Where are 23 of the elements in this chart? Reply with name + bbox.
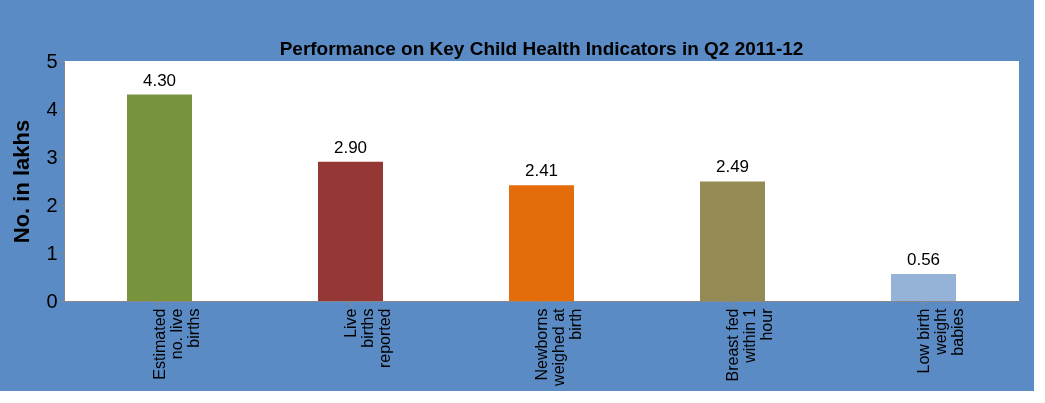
chart-title: Performance on Key Child Health Indicators in Q2 2011-12 (279, 38, 804, 59)
x-tick-label: Low birth weight babies (914, 307, 966, 374)
y-axis-title: No. in lakhs (9, 119, 35, 244)
y-tick-label: 1 (46, 241, 58, 264)
bar (700, 181, 765, 301)
data-label: 2.49 (715, 157, 750, 177)
x-tick-label: Breast fed within 1 hour (723, 307, 775, 382)
y-tick-label: 3 (46, 145, 58, 168)
data-label: 0.56 (906, 250, 941, 270)
bar (127, 94, 192, 301)
bar (509, 185, 574, 301)
y-tick-label: 5 (46, 49, 58, 72)
data-label: 2.90 (333, 137, 368, 157)
bar (891, 274, 956, 301)
y-tick-label: 0 (46, 289, 58, 312)
x-tick-label: Estimated no. live births (150, 308, 202, 380)
x-tick-label: Newborns weighed at birth (532, 307, 584, 387)
data-label: 2.41 (524, 161, 559, 181)
y-tick-label: 2 (46, 193, 58, 216)
x-tick-label: Live births reported (341, 308, 393, 369)
bar (318, 161, 383, 301)
data-label: 4.30 (142, 70, 177, 90)
y-tick-label: 4 (46, 97, 58, 120)
